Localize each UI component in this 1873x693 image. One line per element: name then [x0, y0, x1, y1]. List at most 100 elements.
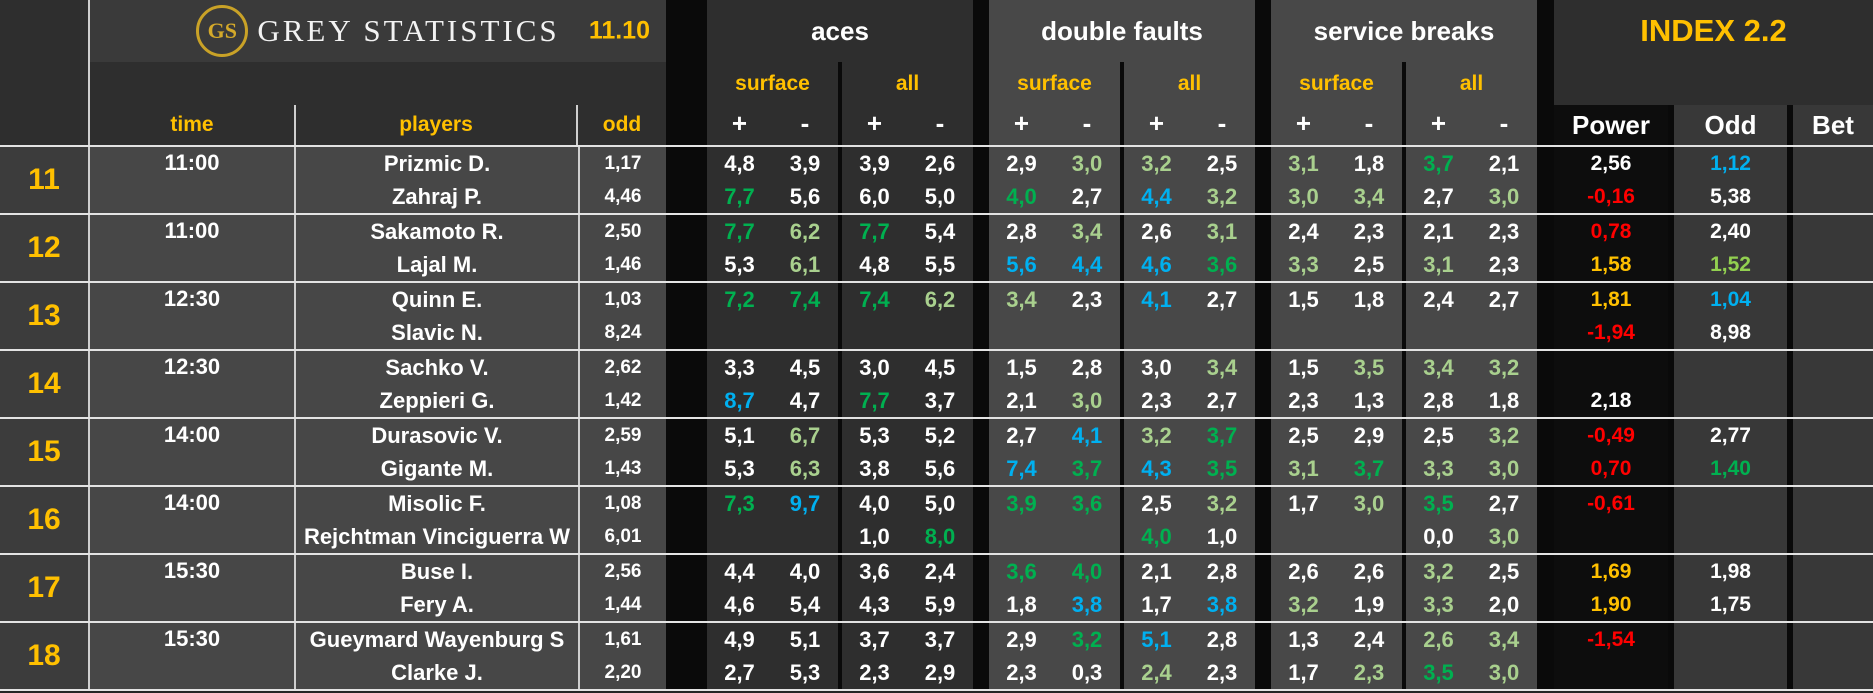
divider — [1787, 316, 1793, 349]
sb-all-label: all — [1406, 62, 1537, 105]
stat-value: 2,7 — [989, 419, 1054, 452]
player-row: Clarke J. 2,20 2,7 5,3 2,3 2,9 2,3 0,3 2,4 2,3 1,7… — [296, 656, 1873, 689]
stat-value: 7,4 — [842, 283, 907, 316]
power-value: 0,70 — [1554, 452, 1668, 485]
minus-col: - — [1471, 105, 1537, 145]
divider — [1787, 588, 1793, 621]
power-value — [1554, 351, 1668, 384]
stat-value — [772, 520, 838, 553]
divider — [1537, 0, 1554, 62]
divider — [1668, 623, 1674, 656]
bet-cell[interactable] — [1793, 180, 1873, 213]
match-odd: 2,59 — [578, 419, 666, 452]
bet-cell[interactable] — [1793, 555, 1873, 588]
stat-value: 4,6 — [1124, 248, 1189, 281]
stat-value: 2,8 — [1189, 555, 1255, 588]
plus-col: + — [1124, 105, 1189, 145]
divider — [1787, 452, 1793, 485]
bet-cell[interactable] — [1793, 623, 1873, 656]
divider — [1537, 147, 1554, 180]
stat-value: 2,6 — [1406, 623, 1471, 656]
divider — [1120, 588, 1124, 621]
index-odd-value: 5,38 — [1674, 180, 1787, 213]
minus-col: - — [1336, 105, 1402, 145]
stat-value: 2,6 — [1271, 555, 1336, 588]
divider — [1668, 452, 1674, 485]
divider — [1255, 656, 1271, 689]
player-name: Gigante M. — [296, 452, 578, 485]
stat-value: 3,1 — [1406, 248, 1471, 281]
stat-value: 3,3 — [707, 351, 772, 384]
section-index: INDEX 2.2 — [1554, 0, 1873, 62]
bet-cell[interactable] — [1793, 520, 1873, 553]
bet-cell[interactable] — [1793, 656, 1873, 689]
stat-value — [1471, 316, 1537, 349]
divider — [973, 248, 989, 281]
match-odd: 2,62 — [578, 351, 666, 384]
player-name: Durasovic V. — [296, 419, 578, 452]
stat-value — [1054, 520, 1120, 553]
divider — [1402, 452, 1406, 485]
stat-value: 1,5 — [1271, 283, 1336, 316]
stat-value: 2,1 — [1124, 555, 1189, 588]
bet-cell[interactable] — [1793, 487, 1873, 520]
bet-cell[interactable] — [1793, 419, 1873, 452]
stat-value: 2,3 — [842, 656, 907, 689]
stat-value: 4,8 — [842, 248, 907, 281]
player-name: Sakamoto R. — [296, 215, 578, 248]
match-number: 11 — [0, 147, 90, 213]
player-row: Zahraj P. 4,46 7,7 5,6 6,0 5,0 4,0 2,7 4,4 3,2 3,0… — [296, 180, 1873, 213]
divider — [1120, 283, 1124, 316]
bet-cell[interactable] — [1793, 351, 1873, 384]
stat-value: 1,0 — [842, 520, 907, 553]
bet-cell[interactable] — [1793, 452, 1873, 485]
bet-cell[interactable] — [1793, 215, 1873, 248]
power-value: -0,49 — [1554, 419, 1668, 452]
match-odd: 1,03 — [578, 283, 666, 316]
stat-value: 1,8 — [1336, 147, 1402, 180]
bet-cell[interactable] — [1793, 283, 1873, 316]
stat-value: 4,3 — [842, 588, 907, 621]
stat-value: 5,4 — [772, 588, 838, 621]
divider — [1402, 555, 1406, 588]
divider — [1402, 316, 1406, 349]
stat-value: 1,5 — [1271, 351, 1336, 384]
stat-value: 5,2 — [907, 419, 973, 452]
divider — [666, 487, 707, 520]
match-group: 11 11:00 Prizmic D. 1,17 4,8 3,9 3,9 2,6 2,9 3,0 3… — [0, 147, 1873, 215]
divider — [666, 180, 707, 213]
bet-cell[interactable] — [1793, 147, 1873, 180]
plus-col: + — [989, 105, 1054, 145]
stat-value: 6,3 — [772, 452, 838, 485]
col-power: Power — [1554, 105, 1668, 145]
bet-cell[interactable] — [1793, 384, 1873, 417]
index-odd-value: 2,40 — [1674, 215, 1787, 248]
player-row: Sakamoto R. 2,50 7,7 6,2 7,7 5,4 2,8 3,4 2,6 3,1 2… — [296, 215, 1873, 248]
match-odd: 2,50 — [578, 215, 666, 248]
divider — [1255, 180, 1271, 213]
divider — [1402, 147, 1406, 180]
stat-value: 2,9 — [989, 147, 1054, 180]
bet-cell[interactable] — [1793, 316, 1873, 349]
index-odd-value: 8,98 — [1674, 316, 1787, 349]
col-time: time — [90, 105, 296, 145]
bet-cell[interactable] — [1793, 588, 1873, 621]
divider — [1668, 351, 1674, 384]
stat-value: 5,0 — [907, 487, 973, 520]
stat-value: 3,7 — [1406, 147, 1471, 180]
bet-cell[interactable] — [1793, 248, 1873, 281]
match-odd: 6,01 — [578, 520, 666, 553]
stat-value: 2,3 — [1189, 656, 1255, 689]
divider — [1120, 452, 1124, 485]
player-row: Lajal M. 1,46 5,3 6,1 4,8 5,5 5,6 4,4 4,6 3,6 3,3 2… — [296, 248, 1873, 281]
stat-value — [842, 316, 907, 349]
minus-col: - — [1189, 105, 1255, 145]
player-row: Misolic F. 1,08 7,3 9,7 4,0 5,0 3,9 3,6 2,5 3,2 1,… — [296, 487, 1873, 520]
stat-value: 0,0 — [1406, 520, 1471, 553]
stat-value: 2,6 — [1336, 555, 1402, 588]
match-odd: 1,43 — [578, 452, 666, 485]
stat-value: 4,3 — [1124, 452, 1189, 485]
stat-value — [1271, 316, 1336, 349]
divider — [1255, 623, 1271, 656]
match-group: 18 15:30 Gueymard Wayenburg S 1,61 4,9 5,1 3,7… — [0, 623, 1873, 691]
